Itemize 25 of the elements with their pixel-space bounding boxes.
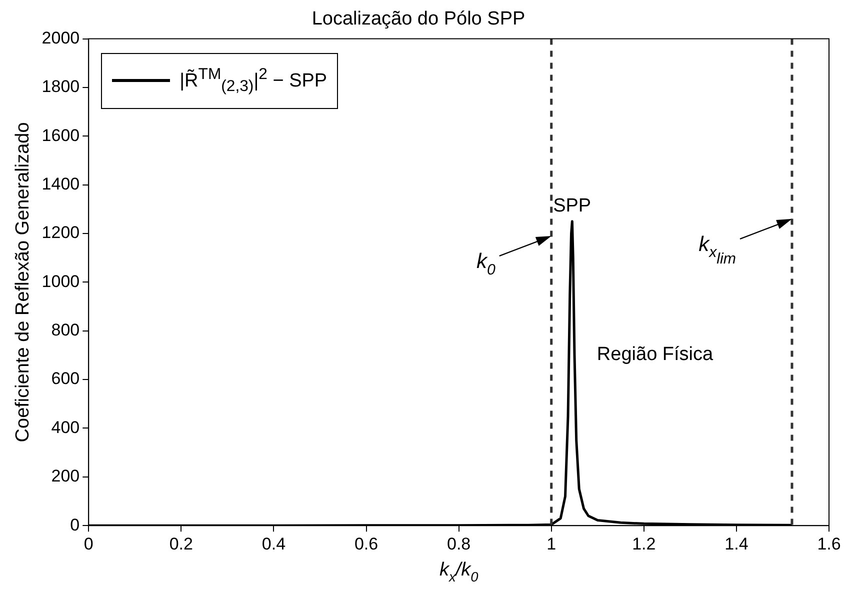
y-tick-label: 200	[51, 466, 80, 486]
annotation: Região Física	[596, 344, 714, 366]
chart-title: Localização do Pólo SPP	[312, 8, 526, 30]
legend-label: |R̃$^{TM}$$_{(2,3)}$|$^{2}$ − SPP	[180, 64, 328, 97]
y-axis-title: Coeficiente de Reflexão Generalizado	[12, 122, 34, 442]
y-tick-label: 1400	[42, 174, 80, 194]
y-tick-label: 1000	[42, 272, 80, 291]
x-tick-label: 1.6	[817, 534, 841, 554]
annotation: SPP	[553, 196, 592, 217]
y-tick-label: 0	[70, 515, 80, 534]
y-tick-label: 400	[51, 418, 80, 437]
x-tick-label: 0.4	[262, 534, 286, 554]
x-tick-label: 0	[84, 534, 94, 554]
y-tick-label: 600	[51, 369, 80, 388]
y-tick-label: 1200	[42, 223, 80, 242]
x-tick-label: 1.4	[724, 534, 748, 554]
x-tick-label: 1.2	[632, 534, 656, 554]
y-tick-label: 2000	[42, 28, 80, 48]
x-tick-label: 0.6	[354, 534, 378, 554]
y-tick-label: 800	[51, 320, 80, 340]
y-tick-label: 1800	[42, 77, 80, 96]
x-tick-label: 1	[546, 534, 556, 554]
x-tick-label: 0.8	[446, 534, 471, 554]
y-tick-label: 1600	[42, 126, 80, 145]
x-tick-label: 0.2	[169, 534, 193, 554]
